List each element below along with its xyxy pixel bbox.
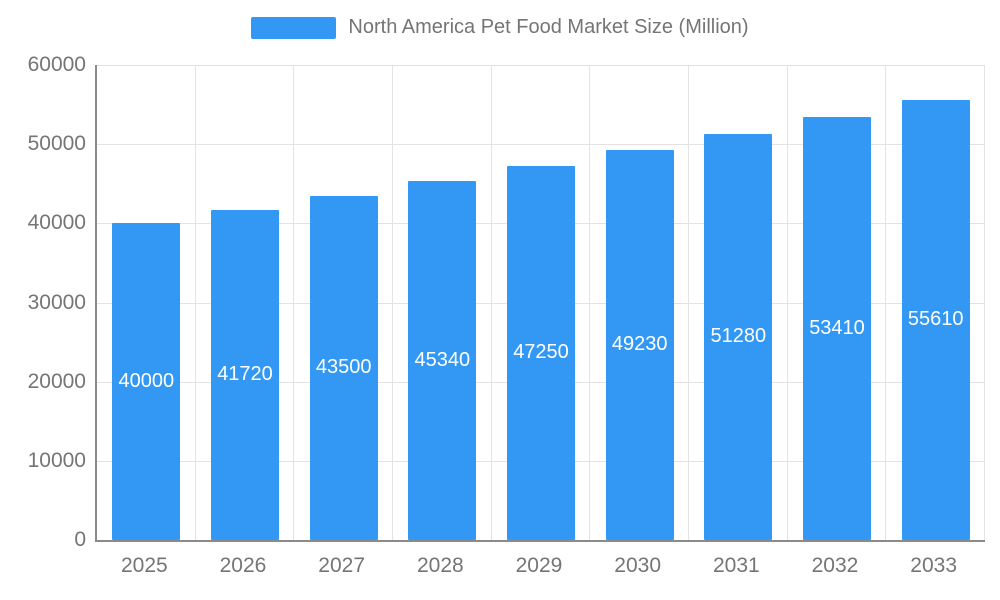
plot-area: 40000 41720 43500 45340 47250 49230 51280 53410… bbox=[95, 65, 985, 542]
x-axis-tick-label: 2030 bbox=[614, 554, 662, 577]
gridline-vertical bbox=[194, 65, 196, 540]
chart-legend[interactable]: North America Pet Food Market Size (Mill… bbox=[0, 16, 1000, 39]
bar-2026: 41720 bbox=[211, 209, 279, 540]
gridline-vertical bbox=[589, 65, 591, 540]
gridline-vertical bbox=[392, 65, 393, 540]
bar-2028: 45340 bbox=[408, 181, 477, 540]
x-axis-tick-label: 2033 bbox=[910, 554, 958, 577]
bar-2032: 53410 bbox=[803, 117, 871, 540]
bar-2033: 55610 bbox=[901, 99, 970, 540]
y-axis-tick-label: 40000 bbox=[27, 211, 86, 235]
bar-value-label: 49230 bbox=[611, 333, 668, 356]
y-axis-tick-label: 10000 bbox=[27, 448, 86, 472]
bar-2027: 43500 bbox=[309, 195, 378, 540]
x-axis-tick-label: 2029 bbox=[515, 554, 563, 577]
x-axis-tick-label: 2032 bbox=[811, 554, 859, 577]
y-axis-tick-label: 60000 bbox=[27, 53, 86, 76]
bar-value-label: 40000 bbox=[118, 369, 175, 392]
bar-value-label: 43500 bbox=[315, 355, 372, 378]
bar-value-label: 53410 bbox=[809, 316, 865, 339]
x-axis-tick-label: 2025 bbox=[120, 554, 168, 577]
bar-value-label: 41720 bbox=[217, 362, 273, 385]
x-axis-tick-label: 2026 bbox=[219, 554, 267, 577]
legend-label: North America Pet Food Market Size (Mill… bbox=[348, 16, 749, 38]
y-axis-tick-label: 0 bbox=[74, 528, 86, 551]
legend-swatch-icon bbox=[251, 16, 337, 39]
bar-2025: 40000 bbox=[112, 223, 181, 540]
gridline-vertical bbox=[490, 65, 492, 540]
gridline-horizontal bbox=[97, 144, 985, 146]
gridline-vertical bbox=[885, 65, 887, 540]
x-axis-tick-label: 2027 bbox=[318, 554, 366, 577]
gridline-vertical bbox=[688, 65, 689, 540]
bar-value-label: 47250 bbox=[513, 340, 569, 363]
gridline-vertical bbox=[786, 65, 788, 540]
bar-value-label: 45340 bbox=[414, 348, 471, 371]
x-axis-tick-label: 2028 bbox=[416, 554, 464, 577]
bar-value-label: 55610 bbox=[907, 307, 964, 330]
bar-2029: 47250 bbox=[507, 165, 575, 540]
x-axis-tick-label: 2031 bbox=[712, 554, 760, 577]
bar-2031: 51280 bbox=[704, 134, 773, 540]
bar-value-label: 51280 bbox=[710, 325, 767, 348]
y-axis-tick-label: 20000 bbox=[27, 369, 86, 393]
gridline-horizontal bbox=[97, 65, 985, 66]
y-axis-tick-label: 50000 bbox=[27, 132, 86, 156]
bar-2030: 49230 bbox=[605, 150, 674, 540]
gridline-vertical bbox=[984, 65, 985, 540]
gridline-vertical bbox=[293, 65, 295, 540]
y-axis-tick-label: 30000 bbox=[27, 290, 86, 314]
